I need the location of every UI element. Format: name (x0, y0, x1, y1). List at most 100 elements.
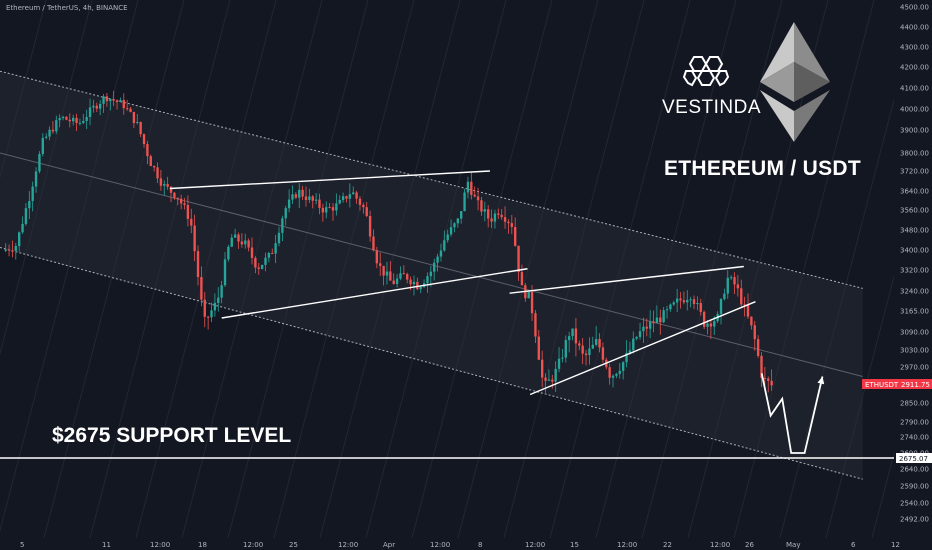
candle (284, 205, 287, 226)
candle (281, 215, 284, 242)
candle (109, 98, 112, 111)
price-tick-label: 2970.00 (900, 364, 929, 372)
candle (412, 275, 416, 296)
candle (544, 373, 547, 393)
candle (385, 261, 389, 285)
price-tick-label: 4300.00 (900, 44, 929, 52)
candle (55, 115, 58, 134)
time-tick-label: 12:00 (243, 541, 263, 549)
candle (298, 183, 301, 208)
candle (466, 176, 470, 199)
candle (588, 337, 591, 365)
candle (416, 277, 419, 291)
candle (132, 111, 136, 129)
candle (210, 302, 213, 323)
candle (277, 226, 281, 247)
candle (146, 140, 149, 165)
price-tick-label: 3900.00 (900, 127, 929, 135)
candle (750, 316, 753, 330)
candle (237, 232, 240, 249)
candle (338, 195, 341, 205)
candle (71, 114, 75, 126)
time-tick-label: 12:00 (617, 541, 637, 549)
candle (7, 244, 11, 257)
candle (274, 234, 277, 264)
candle (82, 113, 85, 125)
candle (230, 234, 233, 248)
price-tick-label: 4100.00 (900, 85, 929, 93)
candle (726, 270, 729, 299)
candle (433, 258, 436, 281)
diagonal-line (273, 0, 415, 539)
price-tick-label: 3030.00 (900, 347, 929, 355)
candle (503, 206, 507, 229)
candle (564, 335, 567, 363)
candle (510, 215, 513, 235)
candle (628, 341, 632, 355)
candle (439, 243, 443, 262)
price-tick-label: 2790.00 (900, 419, 929, 427)
candle (753, 320, 756, 351)
candle (88, 98, 92, 126)
candle (476, 187, 480, 211)
time-tick-label: 12:00 (710, 541, 730, 549)
candle (686, 290, 689, 311)
candle (179, 194, 183, 210)
candle (395, 274, 399, 288)
candle (122, 93, 125, 115)
candle (38, 151, 41, 174)
wedge-1-lower-line (221, 268, 528, 319)
support-level-title: $2675 SUPPORT LEVEL (52, 424, 292, 447)
candle (672, 300, 675, 306)
candle (156, 162, 159, 184)
diagonal-line (0, 0, 139, 533)
candle (24, 202, 28, 226)
candle (142, 133, 146, 148)
candle (58, 114, 61, 128)
support-price-box (896, 453, 932, 463)
candle (260, 264, 264, 270)
diagonal-line (89, 0, 231, 539)
candle (28, 191, 31, 219)
candle (186, 195, 190, 227)
candle (190, 208, 193, 234)
candle (557, 347, 561, 373)
candle (561, 349, 564, 363)
candle (662, 307, 665, 324)
price-tick-label: 2640.00 (900, 466, 929, 474)
candle (675, 288, 679, 313)
candle (362, 202, 365, 214)
candle (733, 272, 736, 294)
candle (183, 197, 186, 210)
time-tick-label: 8 (478, 541, 482, 549)
candle (632, 331, 635, 354)
candle (217, 287, 220, 312)
diagonal-line (0, 0, 47, 179)
candle (14, 242, 17, 260)
candle (659, 309, 662, 335)
candle (65, 116, 68, 121)
candle (406, 272, 409, 284)
candle (497, 208, 500, 220)
price-tick-label: 2590.00 (900, 483, 929, 491)
candle (608, 363, 611, 385)
time-tick-label: 12 (891, 541, 900, 549)
candle (648, 310, 652, 339)
price-tick-label: 3480.00 (900, 227, 929, 235)
candle (112, 90, 115, 107)
time-tick-label: 12:00 (150, 541, 170, 549)
candle (352, 186, 355, 195)
support-price-label: 2675.07 (896, 453, 932, 463)
price-tick-label: 2492.00 (900, 516, 929, 524)
diagonal-line (641, 0, 783, 539)
candle (692, 295, 696, 310)
time-axis[interactable] (0, 538, 932, 550)
candle (271, 248, 274, 254)
candle (514, 217, 517, 247)
candle (254, 256, 257, 274)
candle (321, 203, 325, 222)
diagonal-line (365, 0, 507, 539)
price-axis[interactable] (894, 0, 932, 538)
candle (682, 291, 686, 305)
